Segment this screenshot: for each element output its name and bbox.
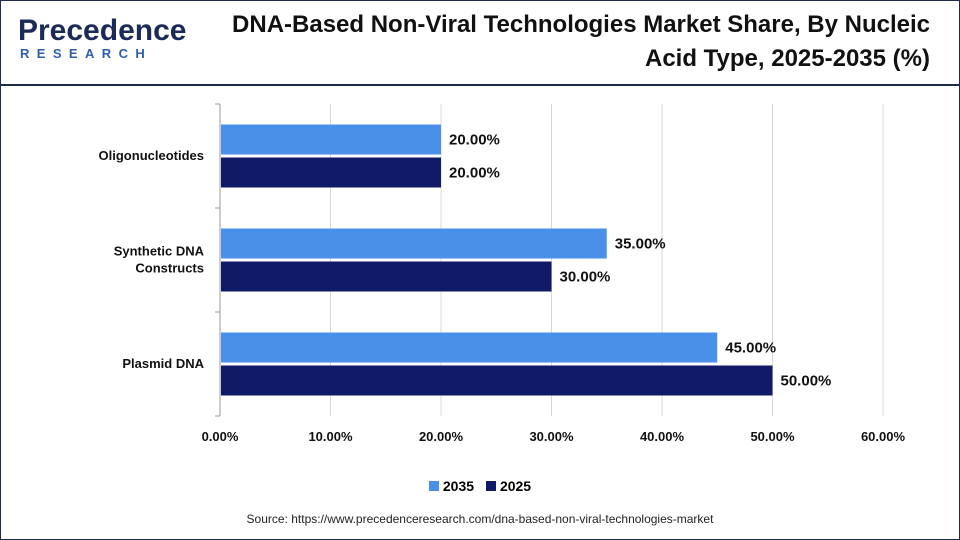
x-tick-label: 10.00% bbox=[308, 429, 353, 444]
bar-2025-2 bbox=[221, 365, 773, 396]
legend-swatch-2025 bbox=[485, 481, 496, 491]
source-note: Source: https://www.precedenceresearch.c… bbox=[246, 512, 714, 526]
brand-logo: Precedence RESEARCH bbox=[18, 16, 186, 64]
x-tick-label: 40.00% bbox=[640, 429, 685, 444]
bar-2035-0 bbox=[221, 124, 441, 155]
data-label: 20.00% bbox=[449, 165, 500, 182]
x-tick-label: 0.00% bbox=[202, 429, 239, 444]
brand-subtitle: RESEARCH bbox=[20, 46, 153, 61]
x-tick-label: 50.00% bbox=[750, 429, 795, 444]
x-tick-label: 30.00% bbox=[529, 429, 574, 444]
category-label: Constructs bbox=[135, 261, 204, 276]
x-tick-label: 60.00% bbox=[861, 429, 906, 444]
bar-chart: 0.00% 10.00% 20.00% 30.00% 40.00% 50.00% 60.00… bbox=[99, 103, 906, 444]
legend-label-2025: 2025 bbox=[499, 478, 532, 494]
header-divider bbox=[0, 84, 960, 86]
legend-item-2025: 2025 bbox=[485, 478, 532, 494]
legend-item-2035: 2035 bbox=[428, 478, 475, 494]
brand-wordmark: Precedence bbox=[18, 14, 187, 47]
category-label: Oligonucleotides bbox=[99, 148, 204, 163]
data-label: 35.00% bbox=[615, 236, 666, 253]
x-tick-label: 20.00% bbox=[419, 429, 464, 444]
legend-label-2035: 2035 bbox=[442, 478, 475, 494]
chart-title: DNA-Based Non-Viral Technologies Market … bbox=[232, 11, 930, 72]
chart-legend: 2035 2025 bbox=[0, 478, 960, 494]
data-label: 20.00% bbox=[449, 132, 500, 149]
data-label: 45.00% bbox=[725, 340, 776, 357]
bar-2035-1 bbox=[221, 228, 607, 259]
data-label: 30.00% bbox=[560, 269, 611, 286]
data-label: 50.00% bbox=[781, 373, 832, 390]
bar-2035-2 bbox=[221, 332, 718, 363]
bar-2025-0 bbox=[221, 157, 441, 188]
legend-swatch-2035 bbox=[428, 481, 439, 491]
bar-2025-1 bbox=[221, 261, 552, 292]
category-label: Plasmid DNA bbox=[122, 356, 204, 371]
category-label: Synthetic DNA bbox=[114, 244, 205, 259]
